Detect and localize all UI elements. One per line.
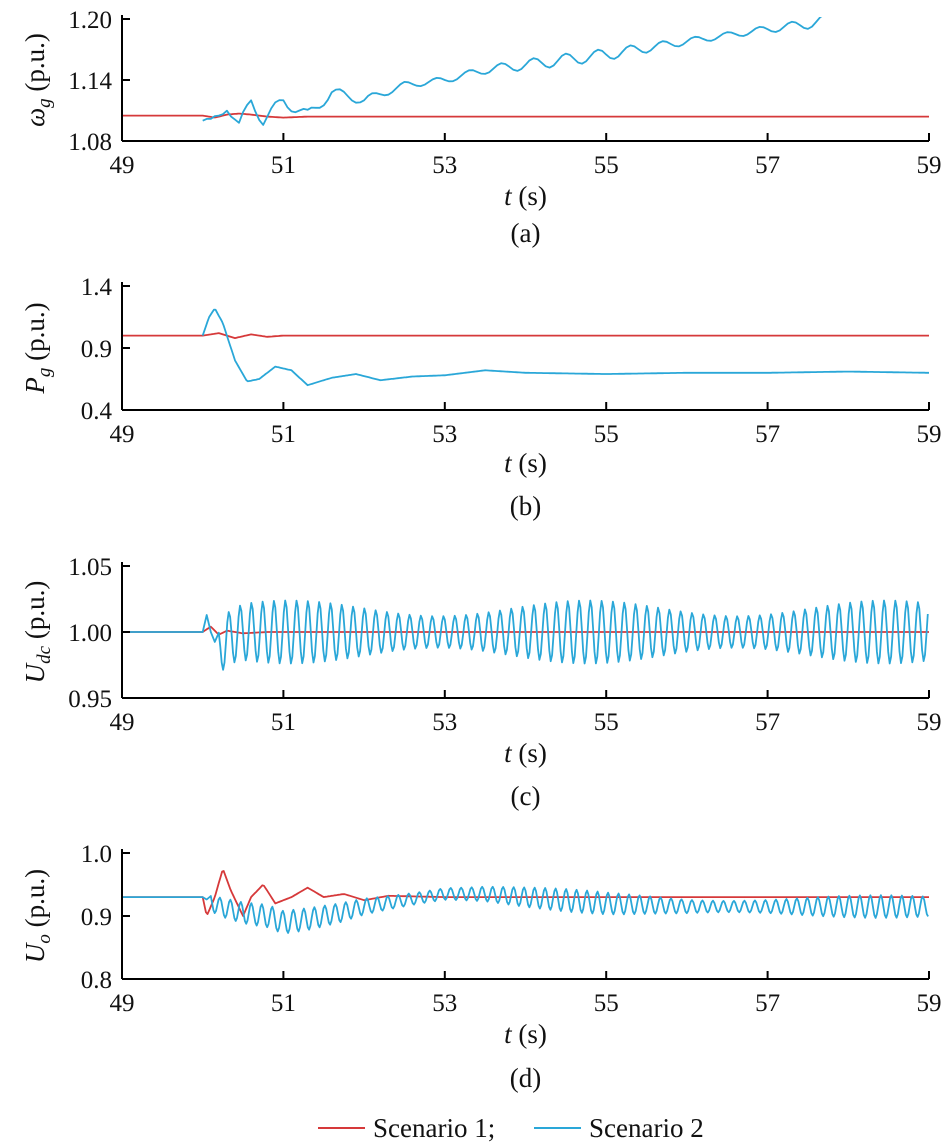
x-tick-label: 51 bbox=[271, 152, 296, 179]
x-label-unit: (s) bbox=[512, 448, 547, 478]
plot-area bbox=[122, 599, 929, 671]
y-tick-label: 0.4 bbox=[81, 398, 113, 425]
x-axis-label: t (s) bbox=[504, 738, 547, 768]
x-label-unit: (s) bbox=[512, 738, 547, 768]
y-tick-label: 0.9 bbox=[81, 336, 112, 363]
plot-area bbox=[122, 870, 929, 934]
y-label-sub: dc bbox=[34, 645, 55, 664]
x-tick-label: 49 bbox=[110, 152, 135, 179]
y-tick-label: 1.4 bbox=[81, 274, 113, 301]
y-label-main: U bbox=[20, 662, 50, 683]
y-label-sub: g bbox=[34, 98, 55, 108]
x-axis-label: t (s) bbox=[504, 1019, 547, 1049]
y-label-unit: (p.u.) bbox=[20, 581, 50, 646]
y-tick-label: 1.05 bbox=[68, 554, 112, 581]
x-label-unit: (s) bbox=[512, 1019, 547, 1049]
subfigure-label: (b) bbox=[510, 491, 541, 521]
series-scenario2 bbox=[122, 599, 929, 671]
chart-a: 49 51 53 55 57 59 1.08 1.14 1.20 ωg (p.u.) t (s) (a… bbox=[20, 7, 942, 248]
x-label-main: t bbox=[504, 181, 513, 211]
x-tick-label: 59 bbox=[917, 709, 942, 736]
y-axis-label: Pg (p.u.) bbox=[20, 302, 55, 394]
chart-b: 49 51 53 55 57 59 0.4 0.9 1.4 Pg (p.u.) t (s) (b) bbox=[20, 274, 942, 521]
y-label-sub: g bbox=[34, 368, 55, 378]
x-tick-label: 57 bbox=[755, 990, 780, 1017]
x-tick-label: 53 bbox=[432, 152, 457, 179]
y-label-main: ω bbox=[20, 108, 50, 127]
series-scenario2 bbox=[201, 308, 929, 387]
y-axis-label: ωg (p.u.) bbox=[20, 33, 55, 127]
x-axis-label: t (s) bbox=[504, 181, 547, 211]
series-scenario1 bbox=[122, 870, 929, 917]
x-label-main: t bbox=[504, 1019, 513, 1049]
x-tick-label: 55 bbox=[594, 152, 619, 179]
x-tick-label: 51 bbox=[271, 421, 296, 448]
series-scenario2 bbox=[122, 885, 929, 934]
x-tick-label: 51 bbox=[271, 990, 296, 1017]
subfigure-label: (d) bbox=[510, 1063, 541, 1093]
y-label-sub: o bbox=[34, 934, 55, 944]
y-axis-label: Udc (p.u.) bbox=[20, 581, 55, 684]
x-tick-label: 49 bbox=[110, 421, 135, 448]
y-label-main: U bbox=[20, 942, 50, 963]
series-scenario1 bbox=[122, 332, 929, 340]
x-tick-label: 55 bbox=[594, 421, 619, 448]
y-label-unit: (p.u.) bbox=[20, 33, 50, 98]
x-tick-label: 51 bbox=[271, 709, 296, 736]
chart-d: 49 51 53 55 57 59 0.8 0.9 1.0 Uo (p.u.) t (s) (d) bbox=[20, 841, 942, 1093]
y-tick-label: 1.0 bbox=[81, 841, 112, 868]
x-tick-label: 55 bbox=[594, 990, 619, 1017]
y-tick-label: 1.20 bbox=[68, 7, 112, 34]
y-tick-label: 1.14 bbox=[68, 68, 112, 95]
legend: Scenario 1; Scenario 2 bbox=[318, 1113, 704, 1143]
subfigure-label: (c) bbox=[511, 781, 541, 811]
x-label-unit: (s) bbox=[512, 181, 547, 211]
x-tick-label: 59 bbox=[917, 421, 942, 448]
x-tick-label: 53 bbox=[432, 709, 457, 736]
y-label-unit: (p.u.) bbox=[20, 302, 50, 367]
x-tick-label: 49 bbox=[110, 990, 135, 1017]
y-tick-label: 1.08 bbox=[68, 129, 112, 156]
x-tick-label: 57 bbox=[755, 709, 780, 736]
x-tick-label: 49 bbox=[110, 709, 135, 736]
plot-area bbox=[122, 17, 929, 126]
series-scenario2 bbox=[202, 17, 823, 126]
legend-label-scenario2: Scenario 2 bbox=[589, 1113, 704, 1143]
y-label-unit: (p.u.) bbox=[20, 869, 50, 934]
x-label-main: t bbox=[504, 448, 513, 478]
x-tick-label: 53 bbox=[432, 990, 457, 1017]
y-tick-label: 1.00 bbox=[68, 620, 112, 647]
subfigure-label: (a) bbox=[511, 218, 541, 248]
y-tick-label: 0.9 bbox=[81, 904, 112, 931]
x-tick-label: 57 bbox=[755, 421, 780, 448]
x-label-main: t bbox=[504, 738, 513, 768]
x-axis-label: t (s) bbox=[504, 448, 547, 478]
legend-label-scenario1: Scenario 1; bbox=[373, 1113, 495, 1143]
y-label-main: P bbox=[20, 377, 50, 395]
x-tick-label: 57 bbox=[755, 152, 780, 179]
x-tick-label: 55 bbox=[594, 709, 619, 736]
y-tick-label: 0.95 bbox=[68, 686, 112, 713]
x-tick-label: 59 bbox=[917, 990, 942, 1017]
y-axis-label: Uo (p.u.) bbox=[20, 869, 55, 963]
x-tick-label: 59 bbox=[917, 152, 942, 179]
y-tick-label: 0.8 bbox=[81, 967, 112, 994]
plot-area bbox=[122, 308, 929, 387]
x-tick-label: 53 bbox=[432, 421, 457, 448]
